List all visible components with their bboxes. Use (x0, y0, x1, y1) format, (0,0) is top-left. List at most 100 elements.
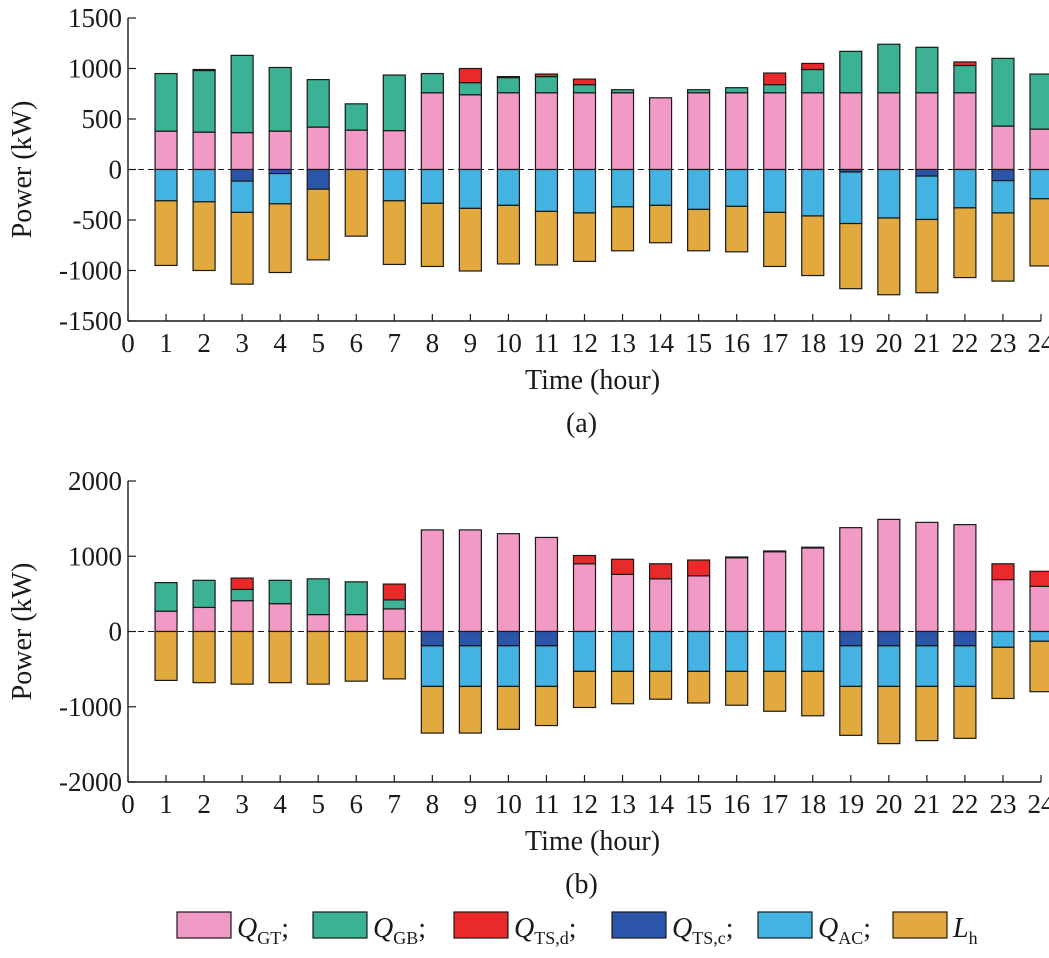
x-tick-label: 13 (609, 789, 636, 819)
bar-QTS_d-hour-17 (763, 550, 787, 553)
bar-QGT-hour-24 (1029, 585, 1049, 633)
bar-QGB-hour-1 (154, 581, 178, 612)
x-tick-label: 11 (533, 328, 559, 358)
bar-QTS_d-hour-7 (382, 583, 406, 601)
bar-QGT-hour-1 (154, 610, 178, 633)
y-tick-label: -1000 (59, 692, 122, 722)
bar-QAC-hour-4 (268, 172, 292, 205)
bar-QGT-hour-2 (192, 606, 216, 633)
legend-symbol: Q (672, 913, 692, 944)
bar-Lh-hour-14 (648, 204, 673, 244)
legend-subscript: GB (393, 928, 418, 948)
bar-Lh-hour-9 (458, 207, 482, 272)
x-tick-label: 14 (647, 789, 675, 819)
x-tick-label: 18 (799, 789, 826, 819)
bar-Lh-hour-24 (1029, 198, 1049, 267)
legend-swatch-QGB (312, 911, 368, 939)
bar-QGT-hour-9 (458, 94, 482, 171)
x-tick-label: 13 (609, 328, 636, 358)
y-tick-label: 0 (109, 617, 123, 647)
bar-QGB-hour-7 (382, 74, 406, 132)
legend-item-Lh: Lh (892, 911, 978, 948)
bar-Lh-hour-21 (915, 218, 939, 294)
bar-QGT-hour-6 (344, 613, 368, 633)
bar-Lh-hour-4 (268, 203, 292, 274)
bar-QGB-hour-19 (839, 50, 863, 94)
legend-symbol: Q (514, 913, 534, 944)
x-tick-label: 7 (388, 789, 402, 819)
bar-QGB-hour-8 (420, 72, 444, 94)
bar-QGT-hour-13 (610, 92, 635, 171)
x-tick-label: 18 (799, 328, 826, 358)
bar-QGB-hour-18 (801, 68, 825, 94)
y-tick-label: 0 (109, 155, 123, 185)
bar-Lh-hour-23 (991, 212, 1015, 282)
bar-QGB-hour-2 (192, 69, 216, 133)
bar-QTS_d-hour-22 (953, 61, 977, 67)
y-tick-label: 500 (82, 104, 123, 134)
x-tick-label: 21 (913, 328, 940, 358)
bar-QTS_c-hour-8 (420, 630, 444, 647)
bar-QGB-hour-20 (877, 43, 901, 94)
bar-QTS_c-hour-21 (915, 630, 939, 647)
legend-subscript: h (969, 928, 978, 948)
bar-QGT-hour-17 (763, 551, 787, 633)
y-tick-label: -500 (73, 205, 123, 235)
bar-QAC-hour-1 (154, 168, 178, 202)
bar-Lh-hour-18 (801, 215, 825, 277)
bar-QGB-hour-5 (306, 578, 330, 616)
bar-QTS_c-hour-5 (306, 168, 330, 190)
bar-QGT-hour-11 (534, 92, 559, 171)
legend-symbol: Q (373, 913, 393, 944)
bar-Lh-hour-2 (192, 201, 216, 272)
bar-Lh-hour-5 (306, 188, 330, 261)
bar-QTS_d-hour-18 (801, 546, 825, 549)
x-tick-label: 15 (685, 328, 712, 358)
legend-label: QTS,d; (514, 913, 577, 948)
bar-QAC-hour-22 (953, 168, 977, 209)
bar-QTS_d-hour-10 (496, 75, 521, 79)
x-tick-label: 0 (121, 328, 135, 358)
bar-Lh-hour-5 (306, 630, 330, 685)
bar-Lh-hour-11 (534, 210, 559, 266)
bar-Lh-hour-3 (230, 211, 254, 285)
bar-Lh-hour-9 (458, 685, 482, 734)
bar-QAC-hour-13 (610, 630, 635, 672)
bar-QGT-hour-20 (877, 92, 901, 171)
bar-QGT-hour-7 (382, 130, 406, 171)
bar-Lh-hour-3 (230, 630, 254, 685)
bar-QAC-hour-7 (382, 168, 406, 202)
y-tick-label: 1500 (68, 3, 122, 33)
x-tick-label: 20 (875, 789, 902, 819)
bar-Lh-hour-22 (953, 685, 977, 739)
x-tick-label: 1 (159, 328, 173, 358)
bar-QGB-hour-24 (1029, 73, 1049, 130)
bar-QAC-hour-15 (687, 168, 711, 210)
bar-Lh-hour-21 (915, 685, 939, 742)
bar-Lh-hour-1 (154, 630, 178, 682)
bar-QGT-hour-14 (648, 97, 673, 171)
bar-QGT-hour-20 (877, 518, 901, 633)
bar-QAC-hour-23 (991, 630, 1015, 648)
bar-QAC-hour-18 (801, 630, 825, 672)
bar-QAC-hour-17 (763, 630, 787, 672)
bar-QTS_c-hour-10 (496, 630, 521, 647)
bar-QAC-hour-16 (725, 630, 749, 672)
x-tick-label: 8 (426, 328, 440, 358)
x-tick-label: 7 (388, 328, 402, 358)
bar-QGT-hour-12 (572, 563, 597, 633)
bars (154, 518, 1049, 745)
bar-Lh-hour-6 (344, 168, 368, 237)
legend-separator: ; (863, 913, 871, 944)
bar-QGT-hour-10 (496, 92, 521, 171)
bar-QAC-hour-8 (420, 168, 444, 204)
bar-QTS_d-hour-2 (192, 68, 216, 72)
bar-QAC-hour-9 (458, 645, 482, 688)
bar-QAC-hour-9 (458, 168, 482, 209)
bar-QGT-hour-9 (458, 529, 482, 633)
bar-QGT-hour-21 (915, 521, 939, 633)
panel-caption: (b) (565, 869, 598, 900)
bar-Lh-hour-14 (648, 670, 673, 700)
x-tick-label: 21 (913, 789, 940, 819)
bar-Lh-hour-17 (763, 670, 787, 712)
